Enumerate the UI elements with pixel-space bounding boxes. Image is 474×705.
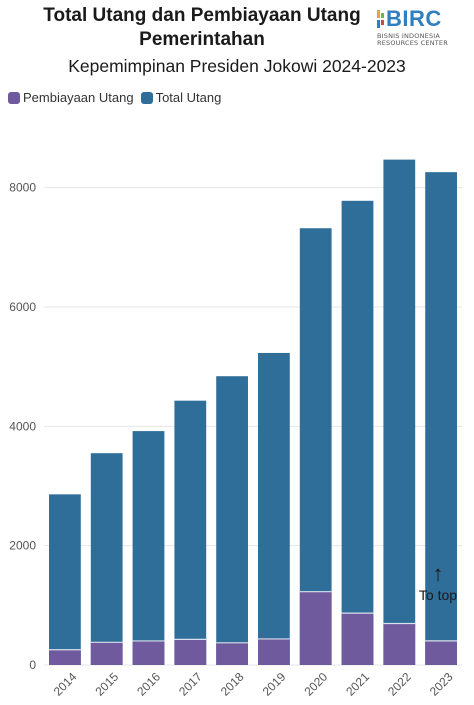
birc-logo: BIRC BISNIS INDONESIA RESOURCES CENTER <box>376 6 456 48</box>
y-tick-label: 6000 <box>9 300 36 314</box>
logo-word: BIRC <box>386 6 442 31</box>
bar-pembiayaan-utang <box>132 640 165 665</box>
x-tick-label: 2019 <box>260 670 289 699</box>
logo-line-1: BISNIS INDONESIA <box>377 32 441 40</box>
x-tick-label: 2020 <box>301 670 330 699</box>
bar-pembiayaan-utang <box>90 642 123 665</box>
bar-pembiayaan-utang <box>216 642 248 665</box>
bar-total-utang <box>383 159 416 665</box>
y-tick-label: 8000 <box>9 181 36 195</box>
bar-pembiayaan-utang <box>383 623 416 665</box>
bar-total-utang <box>425 172 457 666</box>
legend-item-total[interactable]: Total Utang <box>140 90 222 105</box>
bar-pembiayaan-utang <box>299 591 332 665</box>
bar-pembiayaan-utang <box>258 638 290 665</box>
bar-total-utang <box>132 431 165 665</box>
x-tick-label: 2018 <box>218 670 247 699</box>
y-tick-label: 4000 <box>9 419 36 433</box>
bar-total-utang <box>49 494 81 665</box>
logo-line-2: RESOURCES CENTER <box>377 39 448 47</box>
bar-total-utang <box>216 376 248 665</box>
chart-subtitle: Kepemimpinan Presiden Jokowi 2024-2023 <box>68 56 406 76</box>
bar-total-utang <box>258 352 290 665</box>
arrow-up-icon: ↑ <box>432 561 444 586</box>
y-tick-label: 0 <box>29 658 36 672</box>
bar-pembiayaan-utang <box>174 639 207 665</box>
logo-subtext: BISNIS INDONESIA RESOURCES CENTER <box>377 33 448 47</box>
legend-swatch-total <box>140 91 153 104</box>
bar-total-utang <box>174 400 207 665</box>
x-tick-label: 2021 <box>343 670 372 699</box>
legend-item-financing[interactable]: Pembiayaan Utang <box>8 90 134 105</box>
x-tick-label: 2014 <box>51 670 80 699</box>
x-tick-label: 2022 <box>385 670 414 699</box>
y-tick-label: 2000 <box>9 539 36 553</box>
legend-swatch-financing <box>8 91 20 104</box>
chart-header: Total Utang dan Pembiayaan Utang Pemerin… <box>0 4 474 78</box>
bar-pembiayaan-utang <box>49 649 81 665</box>
chart-legend: Pembiayaan Utang Total Utang <box>8 90 228 105</box>
bar-pembiayaan-utang <box>341 613 374 665</box>
bar-total-utang <box>341 200 374 665</box>
x-tick-label: 2016 <box>134 670 163 699</box>
x-tick-label: 2015 <box>92 670 121 699</box>
to-top-button[interactable]: ↑ To top <box>413 561 463 604</box>
x-tick-label: 2023 <box>427 670 456 699</box>
bar-total-utang <box>90 453 123 665</box>
bar-pembiayaan-utang <box>425 640 457 665</box>
birc-logo-mark-icon <box>377 10 384 28</box>
legend-label-total: Total Utang <box>155 90 222 105</box>
chart-title: Total Utang dan Pembiayaan Utang Pemerin… <box>43 5 361 50</box>
x-tick-label: 2017 <box>176 670 205 699</box>
to-top-label: To top <box>418 587 458 603</box>
legend-label-financing: Pembiayaan Utang <box>23 90 134 105</box>
